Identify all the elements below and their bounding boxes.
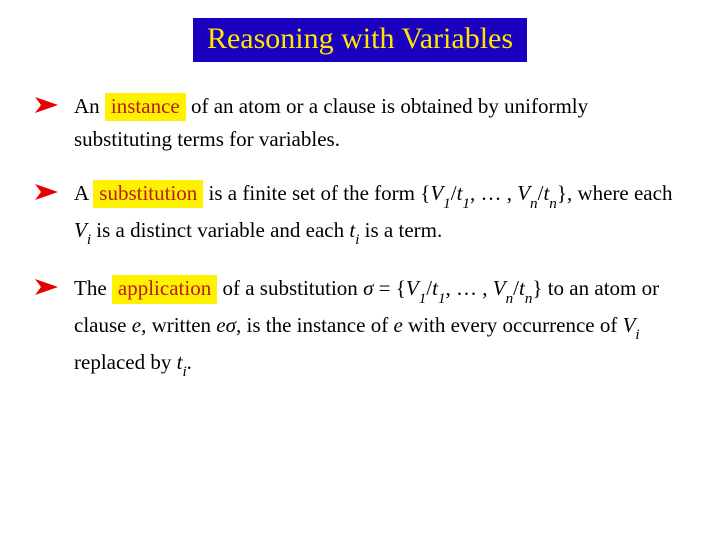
bullet-arrow <box>34 94 60 121</box>
highlight-term: instance <box>105 93 186 121</box>
bullet-arrow-icon <box>34 276 60 298</box>
highlight-term: application <box>112 275 217 303</box>
bullet-arrow-icon <box>34 181 60 203</box>
bullet-arrow <box>34 181 60 208</box>
bullet-arrow <box>34 276 60 303</box>
bullet-item: The application of a substitution σ = {V… <box>34 272 686 382</box>
slide: Reasoning with Variables An instance of … <box>0 0 720 402</box>
bullet-content: The application of a substitution σ = {V… <box>74 272 686 382</box>
bullet-item: A substitution is a finite set of the fo… <box>34 177 686 250</box>
bullet-pre-text: An <box>74 94 105 118</box>
title-container: Reasoning with Variables <box>34 18 686 62</box>
bullet-list: An instance of an atom or a clause is ob… <box>34 90 686 382</box>
highlight-term: substitution <box>93 180 203 208</box>
bullet-arrow-icon <box>34 94 60 116</box>
slide-title: Reasoning with Variables <box>193 18 527 62</box>
bullet-pre-text: A <box>74 181 93 205</box>
bullet-item: An instance of an atom or a clause is ob… <box>34 90 686 155</box>
bullet-pre-text: The <box>74 276 112 300</box>
bullet-content: An instance of an atom or a clause is ob… <box>74 90 686 155</box>
bullet-content: A substitution is a finite set of the fo… <box>74 177 686 250</box>
